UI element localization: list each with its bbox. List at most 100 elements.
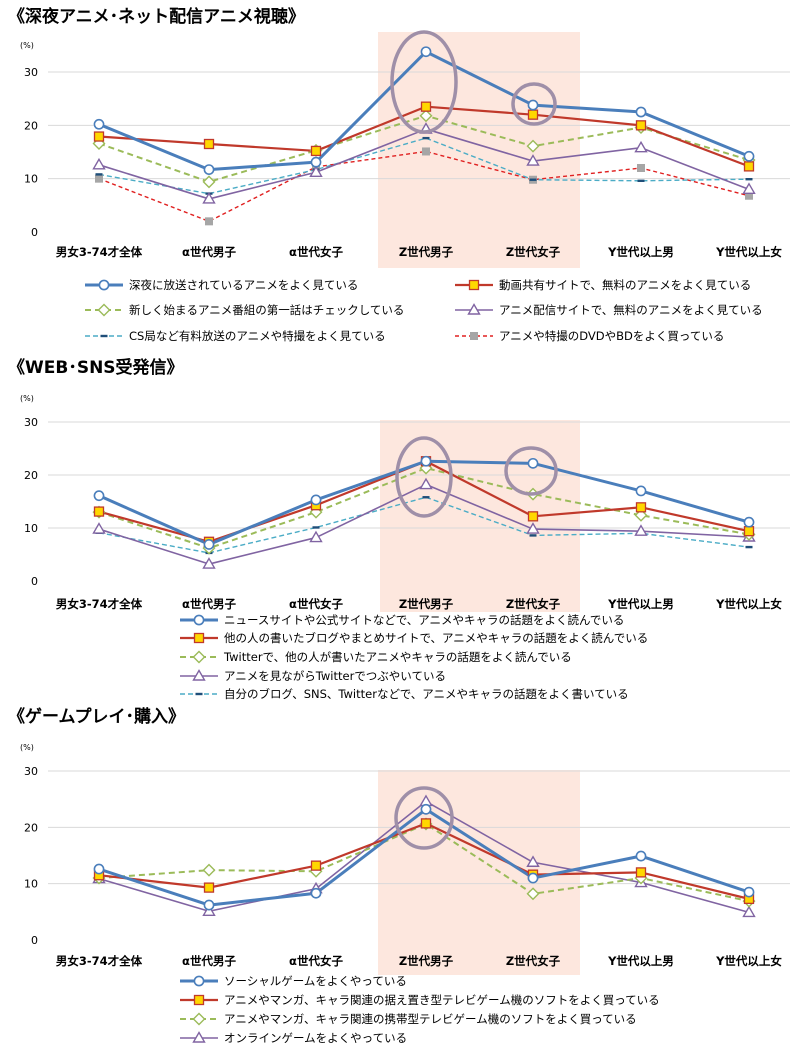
data-point (93, 863, 105, 875)
data-point-shape (743, 516, 755, 528)
y-tick-label: 20 (24, 119, 38, 132)
legend-label: 自分のブログ、SNS、Twitterなどで、アニメやキャラの話題をよく書いている (224, 687, 629, 701)
chart-3: 《ゲームプレイ･購入》 (%) 0 10 20 30 男女3-74才全体 α世代男子 α世代女子… (8, 706, 790, 1045)
data-point-shape (95, 174, 103, 183)
data-point-shape (527, 99, 539, 111)
data-point (526, 887, 540, 901)
data-point-shape (420, 101, 432, 112)
data-point-shape (420, 46, 432, 58)
data-point (527, 511, 539, 522)
data-point-shape (635, 850, 647, 862)
y-tick-label: 30 (24, 416, 38, 429)
category-label: Y世代以上女 (715, 245, 782, 259)
data-point-shape (310, 887, 322, 899)
data-point-shape (527, 109, 539, 120)
data-point (93, 490, 105, 502)
data-point (92, 157, 106, 170)
data-point-shape (202, 904, 216, 916)
data-point-shape (527, 511, 539, 522)
data-point (310, 156, 322, 168)
data-point-shape (527, 872, 539, 884)
legend-marker-shape (192, 669, 206, 681)
y-tick-label: 10 (24, 878, 38, 891)
legend-marker-shape (97, 303, 111, 317)
data-point (309, 165, 323, 177)
data-point-shape (742, 905, 756, 918)
data-point-shape (309, 530, 323, 543)
data-point-shape (310, 494, 322, 506)
data-point-shape (743, 161, 755, 172)
data-point (526, 139, 540, 153)
data-point (202, 175, 216, 189)
category-label: Y世代以上男 (607, 954, 674, 968)
legend-marker (193, 614, 205, 626)
data-point (526, 154, 540, 166)
legend-label: アニメやマンガ、キャラ関連の据え置き型テレビゲーム機のソフトをよく買っている (224, 993, 660, 1007)
y-tick-label: 20 (24, 821, 38, 834)
y-tick-label: 10 (24, 173, 38, 186)
legend-item: アニメ配信サイトで、無料のアニメをよく見ている (455, 303, 763, 317)
data-point (205, 217, 213, 226)
data-point-shape (635, 502, 647, 513)
category-label: α世代女子 (289, 597, 343, 611)
legend-item: 自分のブログ、SNS、Twitterなどで、アニメやキャラの話題をよく書いている (180, 687, 629, 701)
data-point (93, 131, 105, 142)
legend-label: 他の人の書いたブログやまとめサイトで、アニメやキャラの話題をよく読んでいる (224, 631, 648, 645)
data-point-shape (742, 182, 756, 195)
chart-1: 《深夜アニメ･ネット配信アニメ視聴》 (%) 0 10 20 30 男女3-74才全体 α世代… (8, 6, 790, 343)
data-point (635, 485, 647, 497)
y-tick-label: 0 (31, 226, 38, 239)
y-unit-label: (%) (20, 394, 34, 403)
y-tick-label: 0 (31, 934, 38, 947)
legend-item: アニメやマンガ、キャラ関連の据え置き型テレビゲーム機のソフトをよく買っている (180, 993, 660, 1007)
data-point (202, 863, 216, 877)
data-point-shape (634, 140, 648, 153)
legend-label: 動画共有サイトで、無料のアニメをよく見ている (499, 278, 751, 292)
data-point-shape (526, 522, 540, 534)
category-label: α世代女子 (289, 954, 343, 968)
data-point (202, 192, 216, 204)
data-point-shape (743, 886, 755, 898)
legend-item: アニメやマンガ、キャラ関連の携帯型テレビゲーム機のソフトをよく買っている (180, 1012, 637, 1026)
data-point-shape (202, 863, 216, 877)
data-point (203, 899, 215, 911)
data-point-shape (203, 539, 215, 550)
legend-marker (193, 975, 205, 987)
legend-marker-shape (193, 994, 205, 1006)
data-point (419, 109, 433, 123)
data-point (742, 182, 756, 195)
emphasis-circle (395, 436, 453, 518)
data-point (420, 818, 432, 829)
data-point-shape (420, 818, 432, 829)
data-point (202, 904, 216, 916)
data-point-shape (203, 882, 215, 893)
emphasis-circle (394, 786, 454, 850)
data-point-shape (309, 165, 323, 177)
y-tick-label: 30 (24, 765, 38, 778)
category-label: α世代男子 (182, 597, 236, 611)
legend-label: アニメ配信サイトで、無料のアニメをよく見ている (499, 303, 763, 317)
data-point (635, 502, 647, 513)
legend-label: CS局など有料放送のアニメや特撮をよく見ている (129, 329, 386, 343)
data-point (526, 855, 540, 867)
category-label: Z世代女子 (506, 245, 561, 259)
category-label: 男女3-74才全体 (56, 954, 143, 968)
category-label: 男女3-74才全体 (56, 245, 143, 259)
legend-marker-shape (193, 632, 205, 644)
data-point-shape (419, 477, 433, 490)
legend-item: アニメを見ながらTwitterでつぶやいている (180, 669, 446, 683)
legend-marker (97, 303, 111, 317)
data-point (634, 508, 648, 522)
data-point (743, 161, 755, 172)
y-tick-label: 0 (31, 575, 38, 588)
data-point (310, 145, 322, 157)
category-label: α世代男子 (182, 954, 236, 968)
category-label: Y世代以上女 (715, 597, 782, 611)
legend: 深夜に放送されているアニメをよく見ている 動画共有サイトで、無料のアニメをよく見て… (85, 278, 763, 343)
data-point-shape (635, 120, 647, 131)
legend-marker-shape (192, 1012, 206, 1026)
category-label: Y世代以上男 (607, 597, 674, 611)
data-point-shape (203, 899, 215, 911)
data-point-shape (310, 156, 322, 168)
